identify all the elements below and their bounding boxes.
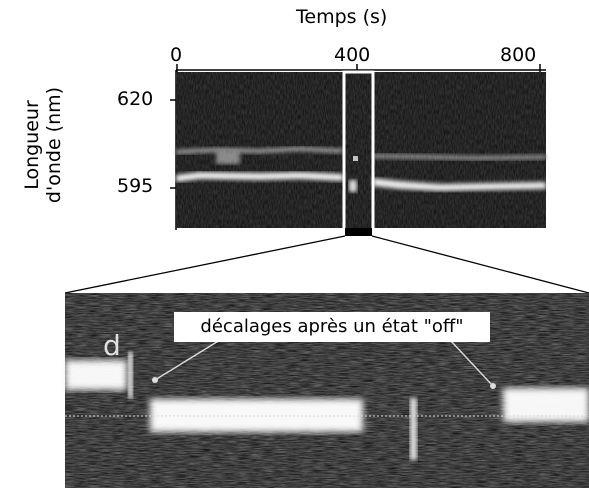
y-tick-label: 620 bbox=[117, 88, 154, 110]
trace-noise bbox=[176, 72, 546, 228]
zoom-connector bbox=[64, 235, 346, 294]
annotation-arrow bbox=[449, 339, 494, 387]
x-tick-label: 400 bbox=[334, 44, 371, 66]
annotation-label: décalages après un état "off" bbox=[174, 312, 490, 342]
x-axis-title: Temps (s) bbox=[296, 6, 388, 28]
x-tick-label: 0 bbox=[170, 44, 183, 66]
panel-letter: d bbox=[103, 329, 121, 362]
annotation-arrow bbox=[154, 339, 221, 381]
annotation-arrowhead bbox=[152, 377, 158, 383]
zoom-selection-base bbox=[345, 228, 372, 236]
magnified-trace-panel bbox=[65, 293, 589, 488]
annotation-arrowhead bbox=[490, 383, 496, 389]
zoom-connector bbox=[371, 235, 589, 294]
y-tick-label: 595 bbox=[117, 175, 154, 197]
spectral-trace-panel bbox=[176, 70, 546, 236]
x-tick-label: 800 bbox=[500, 44, 537, 66]
